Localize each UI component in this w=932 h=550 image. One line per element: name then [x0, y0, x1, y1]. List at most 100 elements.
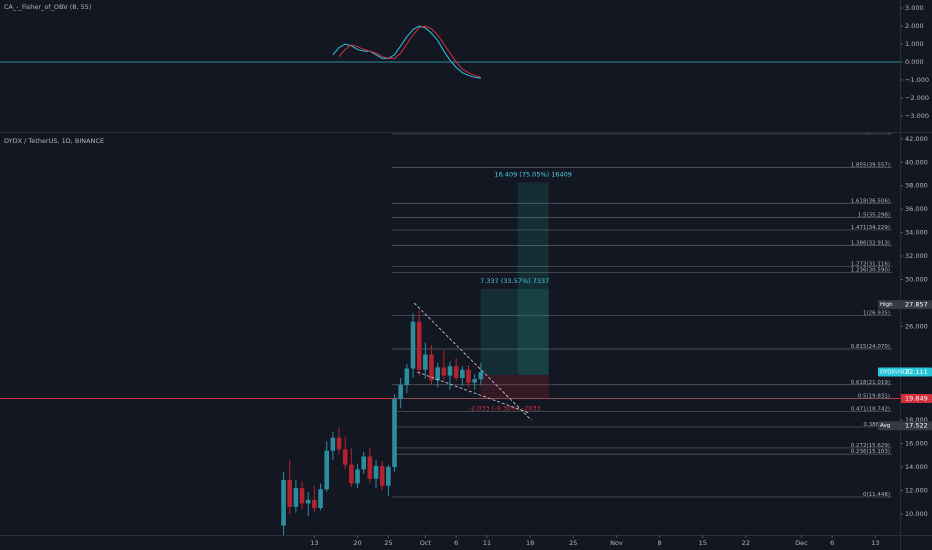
chart-title: DYDX / TetherUS, 1D, BINANCE [4, 137, 104, 145]
y-tick-label: 16.000 [905, 440, 928, 448]
x-tick-label: 22 [742, 539, 750, 547]
fib-label: 0.386(17. [863, 422, 890, 428]
candle-body [435, 367, 440, 381]
candle-body [429, 354, 434, 381]
candle-body [305, 499, 311, 504]
x-tick-label: 6 [830, 539, 834, 547]
candle-body [299, 488, 305, 504]
axes: 3.000 2.000 1.000 0.000 −1.000 −2.000 −3.000 10… [310, 4, 932, 547]
fib-label: 0.5(19.831) [858, 394, 890, 400]
candle-body [342, 449, 348, 465]
y-tick-label: 36.000 [905, 205, 928, 213]
fib-label: 1.855(39.557) [851, 162, 890, 168]
x-tick-label: Nov [610, 539, 623, 547]
candle-body [355, 469, 360, 484]
fib-label: 1.236(30.590) [851, 268, 890, 274]
x-tick-label: 15 [699, 539, 707, 547]
y-tick-label: 0.000 [905, 58, 924, 66]
indicator-pane [0, 25, 900, 79]
fib-label: 0.471(18.742) [851, 406, 890, 412]
y-tick-label: 2.000 [905, 22, 924, 30]
stop-label: -2.033 (-9.30%) -2033 [469, 405, 541, 413]
candle-body [349, 464, 354, 484]
y-tick-label: 40.000 [905, 158, 928, 166]
candle-body [386, 467, 391, 486]
fib-label: 1(26.935) [863, 310, 890, 316]
fib-label: 0.618(21.019) [851, 380, 890, 386]
price-pane: 2(42.422) 1.855(39.557) 1.618(36.506) 1.5(3… [0, 129, 900, 535]
candle-body [379, 465, 385, 486]
fib-label: 1.5(35.298) [858, 212, 890, 218]
candle-body [318, 489, 323, 509]
candle-body [330, 437, 336, 451]
price-label-value: 19.849 [905, 394, 928, 402]
candle-body [404, 368, 410, 385]
trend-line [413, 302, 532, 421]
candle-body [373, 465, 379, 479]
y-tick-label: −3.000 [905, 112, 929, 120]
candle-body [324, 450, 330, 490]
candle-body [367, 456, 373, 479]
y-tick-label: 26.000 [905, 322, 928, 330]
x-tick-label: 18 [526, 539, 534, 547]
fib-label: 1.471(34.229) [851, 225, 890, 231]
x-tick-label: 25 [569, 539, 577, 547]
fib-label: 1.386(32.913) [851, 240, 890, 246]
candle-body [336, 437, 342, 450]
y-tick-label: 32.000 [905, 252, 928, 260]
indicator-line [338, 25, 481, 78]
y-tick-label: 14.000 [905, 463, 928, 471]
candle-body [441, 367, 447, 376]
y-tick-label: 18.000 [905, 416, 928, 424]
candle-body [478, 372, 484, 380]
target-label: 7.337 (33.57%) 7337 [480, 277, 549, 285]
price-label-value: 22.111 [905, 368, 928, 376]
candle-body [361, 456, 366, 470]
candle-body [453, 366, 459, 378]
candle-body [416, 321, 422, 370]
x-tick-label: 11 [483, 539, 491, 547]
stop-zone [480, 374, 549, 399]
fib-label: 0.236(15.103) [851, 449, 890, 455]
price-label-box [878, 421, 932, 431]
candle-body [410, 321, 416, 369]
price-label-name: DYDXUSDT [880, 369, 911, 375]
y-tick-label: −1.000 [905, 76, 929, 84]
x-tick-label: 13 [310, 539, 318, 547]
y-tick-label: −2.000 [905, 94, 929, 102]
y-tick-label: 30.000 [905, 276, 928, 284]
candle-body [466, 369, 471, 383]
x-tick-label: 20 [353, 539, 361, 547]
candle-body [312, 499, 317, 509]
x-tick-label: Dec [795, 539, 808, 547]
price-label-value: 17.522 [905, 422, 928, 430]
x-tick-label: 25 [384, 539, 392, 547]
y-tick-label: 38.000 [905, 182, 928, 190]
y-tick-label: 12.000 [905, 486, 928, 494]
price-label-box [878, 300, 932, 310]
y-tick-label: 1.000 [905, 40, 924, 48]
target-zone [480, 288, 549, 375]
target-zone [517, 182, 549, 375]
price-label-value: 27.857 [905, 301, 928, 309]
x-tick-label: 8 [658, 539, 662, 547]
indicator-line [332, 25, 481, 79]
fib-label: 2(42.422) [863, 129, 890, 135]
y-tick-label: 34.000 [905, 229, 928, 237]
candle-body [293, 488, 299, 507]
target-label: 16.409 (75.05%) 16409 [495, 171, 572, 179]
x-tick-label: Oct [420, 539, 432, 547]
x-tick-label: 6 [454, 539, 458, 547]
candle-body [460, 369, 465, 378]
fib-label: 0.272(15.629) [851, 443, 890, 449]
fib-label: 0.815(24.070) [851, 344, 890, 350]
candle-body [423, 354, 428, 370]
candle-body [392, 399, 397, 468]
price-label-name: High [880, 302, 893, 308]
indicator-title: CA_-_Fisher_of_OBV (8, 55) [4, 3, 91, 11]
candle-body [472, 379, 477, 383]
price-label-name: Avg [880, 423, 890, 429]
price-label-box [878, 367, 932, 377]
